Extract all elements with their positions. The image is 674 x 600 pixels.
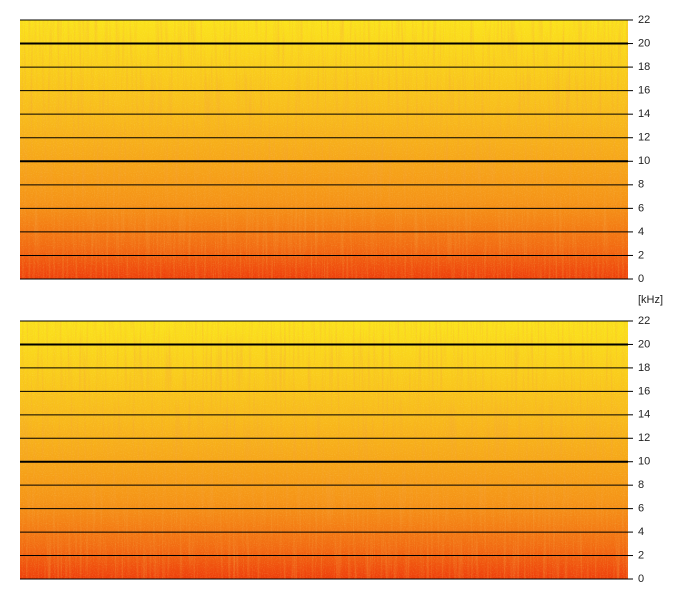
y-tick-label: 2 [638, 249, 644, 261]
y-tick-label: 12 [638, 432, 650, 444]
y-tick-label: 20 [638, 338, 650, 350]
y-tick-label: 16 [638, 385, 650, 397]
y-tick-label: 12 [638, 132, 650, 144]
y-tick-label: 16 [638, 85, 650, 97]
y-tick-label: 22 [638, 315, 650, 327]
y-tick-label: 0 [638, 273, 644, 285]
y-tick-label: 2 [638, 549, 644, 561]
y-tick-label: 8 [638, 479, 644, 491]
y-tick-label: 18 [638, 61, 650, 73]
y-tick-label: 6 [638, 202, 644, 214]
y-tick-label: 10 [638, 155, 650, 167]
y-tick-label: 18 [638, 362, 650, 374]
y-tick-label: 4 [638, 226, 644, 238]
y-tick-label: 14 [638, 108, 650, 120]
y-tick-label: 8 [638, 179, 644, 191]
y-tick-label: 10 [638, 456, 650, 468]
y-tick-label: 14 [638, 409, 650, 421]
y-tick-label: 4 [638, 526, 644, 538]
y-axis-label: [kHz] [638, 294, 663, 306]
y-tick-label: 20 [638, 37, 650, 49]
spectrogram-speckle [20, 20, 628, 279]
y-tick-label: 0 [638, 573, 644, 585]
spectrogram-speckle [20, 321, 628, 579]
y-tick-label: 22 [638, 14, 650, 26]
y-tick-label: 6 [638, 503, 644, 515]
